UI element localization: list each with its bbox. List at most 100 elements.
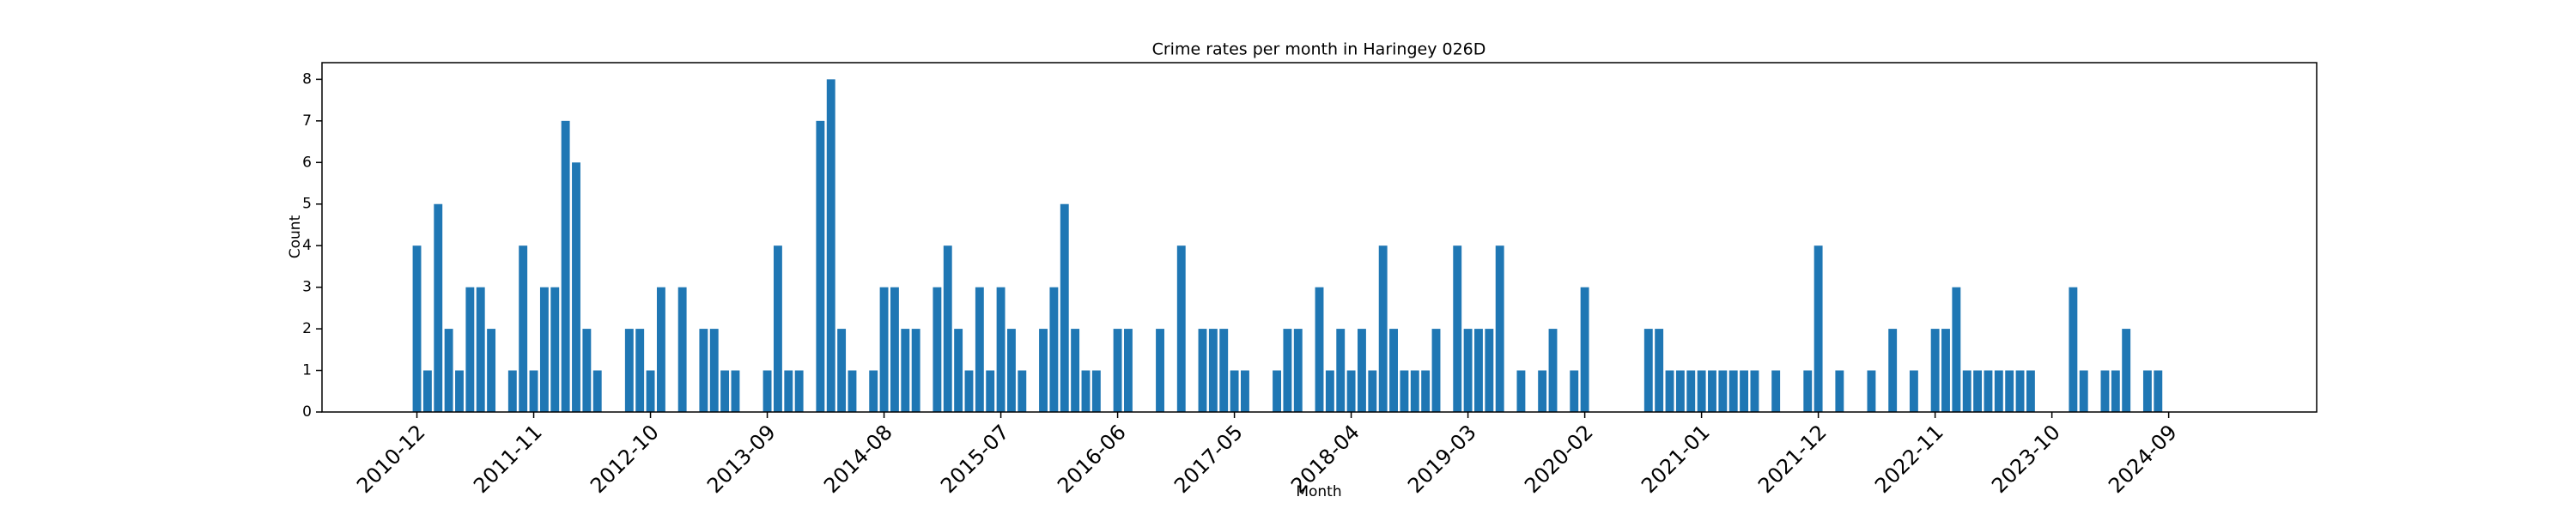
y-tick-label: 5 (302, 196, 312, 213)
bar (794, 370, 804, 412)
bar (1485, 329, 1494, 412)
bar (1176, 245, 1186, 412)
chart-title: Crime rates per month in Haringey 026D (1152, 40, 1486, 59)
y-tick-label: 7 (302, 112, 312, 130)
bar (1888, 329, 1898, 412)
bar (1474, 329, 1483, 412)
x-tick-label: 2014-08 (819, 420, 897, 498)
bar (1697, 370, 1706, 412)
x-axis-label: Month (1296, 483, 1341, 500)
y-tick-label: 2 (302, 320, 312, 337)
bar (996, 287, 1005, 412)
bar (1273, 370, 1281, 412)
bar (507, 370, 517, 412)
x-tick-label: 2012-10 (586, 420, 664, 498)
bar (1400, 370, 1409, 412)
bar (2015, 370, 2025, 412)
bar (1962, 370, 1971, 412)
bar (731, 370, 740, 412)
y-tick-label: 1 (302, 362, 312, 379)
x-tick-label: 2013-09 (702, 420, 781, 498)
bar (2079, 370, 2088, 412)
bar (837, 329, 847, 412)
bar (1283, 329, 1292, 412)
bar (1431, 329, 1441, 412)
bar (1208, 329, 1218, 412)
bar (1241, 370, 1249, 412)
bar (1941, 329, 1950, 412)
bar (519, 245, 528, 412)
bar (434, 203, 443, 412)
x-tick-label: 2022-11 (1870, 420, 1948, 498)
bar (954, 329, 963, 412)
x-tick-label: 2016-06 (1053, 420, 1131, 498)
bar (1803, 370, 1813, 412)
bar (412, 245, 422, 412)
x-tick-label: 2023-10 (1987, 420, 2065, 498)
x-tick-label: 2017-05 (1170, 420, 1248, 498)
bar (1516, 370, 1526, 412)
bar (2100, 370, 2110, 412)
bar (1463, 329, 1473, 412)
bar (1421, 370, 1431, 412)
bar (1113, 329, 1122, 412)
bar (1728, 370, 1738, 412)
bar (1708, 370, 1716, 412)
bar (476, 287, 485, 412)
bar (656, 287, 665, 412)
bar (1198, 329, 1207, 412)
bar (975, 287, 984, 412)
bar (784, 370, 793, 412)
bar (709, 329, 719, 412)
bar (539, 287, 549, 412)
bar (933, 287, 942, 412)
bar (635, 329, 645, 412)
bar (1665, 370, 1674, 412)
bar (677, 287, 687, 412)
y-tick-label: 3 (302, 279, 312, 296)
bar (1358, 329, 1366, 412)
y-tick-label: 8 (302, 70, 312, 88)
bar (1952, 287, 1961, 412)
bar (2154, 370, 2163, 412)
bar (1039, 329, 1048, 412)
bar (1495, 245, 1504, 412)
axes-frame (321, 62, 2318, 413)
bar (572, 162, 580, 413)
bar (1006, 329, 1016, 412)
bar (1378, 245, 1388, 412)
bar (561, 120, 570, 413)
bar (1930, 329, 1940, 412)
bar (773, 245, 782, 412)
bar (1750, 370, 1759, 412)
x-tick-label: 2010-12 (352, 420, 430, 498)
bar (1453, 245, 1462, 412)
bar (592, 370, 602, 412)
bar (550, 287, 560, 412)
bar (848, 370, 857, 412)
bar (1368, 370, 1377, 412)
bar (1771, 370, 1781, 412)
bar (1580, 287, 1589, 412)
bar (1655, 329, 1664, 412)
x-tick-label: 2020-02 (1520, 420, 1598, 498)
bar (879, 287, 889, 412)
bar (1091, 370, 1101, 412)
bar (2069, 287, 2078, 412)
bar (1346, 370, 1356, 412)
bar (826, 79, 835, 412)
x-tick-label: 2021-01 (1637, 420, 1715, 498)
x-tick-label: 2024-09 (2104, 420, 2182, 498)
bar (1293, 329, 1303, 412)
bar (1219, 329, 1229, 412)
bar (1389, 329, 1398, 412)
bar (1230, 370, 1239, 412)
bar (1538, 370, 1547, 412)
bar (1814, 245, 1823, 412)
bar (1909, 370, 1918, 412)
x-tick-label: 2015-07 (936, 420, 1014, 498)
bar (890, 287, 899, 412)
bar (1643, 329, 1653, 412)
bar (1123, 329, 1133, 412)
